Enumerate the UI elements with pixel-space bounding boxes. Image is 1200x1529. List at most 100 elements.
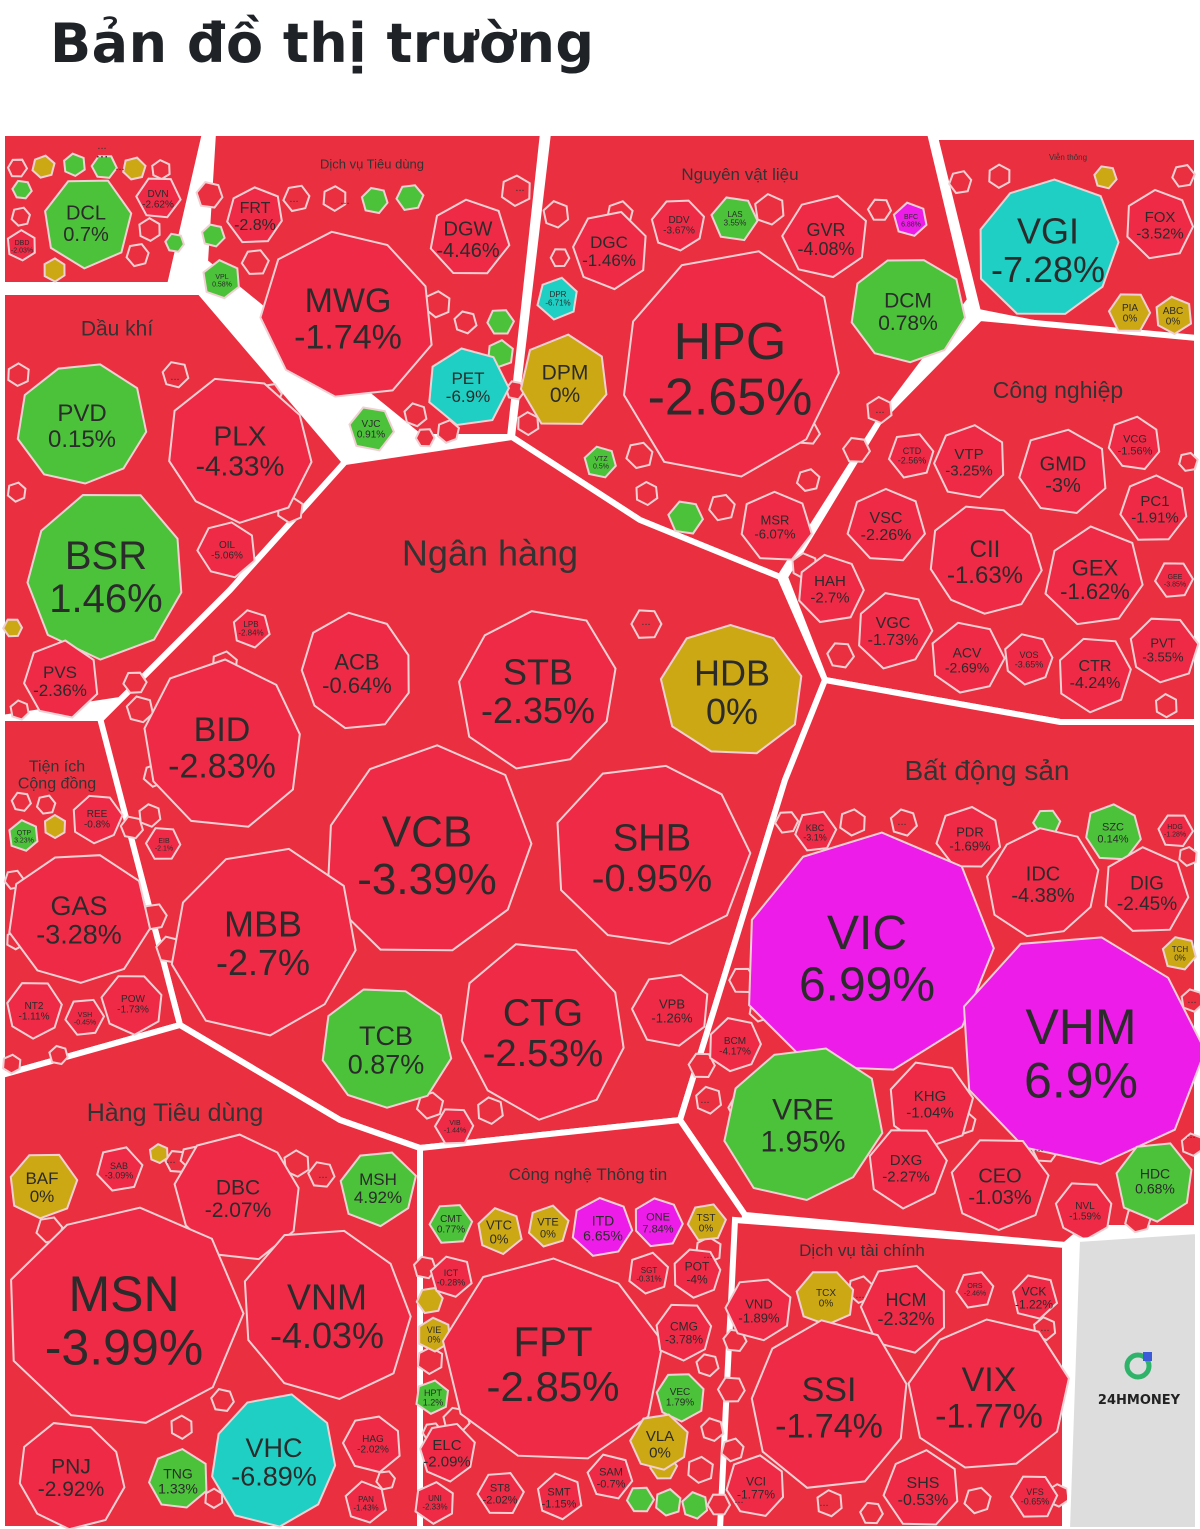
stock-plx-cell[interactable] — [168, 377, 313, 524]
stock-vhc-cell[interactable] — [211, 1393, 337, 1528]
stock-dvn-cell[interactable] — [135, 177, 182, 219]
stock-dgc-cell[interactable] — [572, 210, 647, 291]
stock-hdg-cell[interactable] — [1157, 814, 1195, 848]
stock-hdb-cell[interactable] — [659, 623, 803, 755]
stock-uni-cell[interactable] — [414, 1481, 454, 1525]
stock-bfc-cell[interactable] — [892, 201, 928, 237]
stock-vos-cell[interactable] — [1004, 633, 1054, 686]
stock-msr-cell[interactable] — [740, 490, 813, 561]
stock-itd-cell[interactable] — [571, 1196, 634, 1257]
stock-pnj-cell[interactable] — [18, 1422, 126, 1529]
stock-vla-cell[interactable] — [629, 1413, 689, 1471]
stock-frt-cell[interactable] — [226, 186, 283, 244]
stock-ors-cell[interactable] — [955, 1271, 995, 1309]
stock-vte-cell[interactable] — [527, 1204, 570, 1248]
stock-tcx-cell[interactable] — [795, 1271, 855, 1326]
stock-ree-cell[interactable] — [72, 794, 124, 845]
stock-ctd-cell[interactable] — [887, 433, 935, 479]
stock-gee-cell[interactable] — [1153, 562, 1195, 598]
stock-dxg-cell[interactable] — [868, 1129, 948, 1210]
stock-msh-cell[interactable] — [339, 1151, 418, 1228]
stock-hag-cell[interactable] — [341, 1415, 401, 1474]
stock-dcm-cell[interactable] — [850, 259, 967, 364]
stock-sab-cell[interactable] — [96, 1146, 144, 1192]
stock-vpl-cell[interactable] — [202, 259, 240, 300]
stock-tch-cell[interactable] — [1161, 936, 1197, 971]
stock-vtz-cell[interactable] — [583, 445, 617, 479]
stock-ctg-cell[interactable] — [460, 943, 625, 1121]
stock-fox-cell[interactable] — [1126, 188, 1195, 260]
stock-sam-cell[interactable] — [586, 1453, 634, 1500]
stock-gmd-cell[interactable] — [1018, 428, 1107, 515]
stock-pc1-cell[interactable] — [1119, 474, 1188, 541]
stock-vie-cell[interactable] — [418, 1316, 452, 1353]
stock-gas-cell[interactable] — [8, 854, 152, 984]
stock-gex-cell[interactable] — [1044, 525, 1144, 626]
stock-vnm-cell[interactable] — [243, 1229, 412, 1400]
stock-vfs-cell[interactable] — [1009, 1475, 1059, 1518]
stock-dig-cell[interactable] — [1104, 846, 1190, 932]
stock-smt-cell[interactable] — [536, 1472, 583, 1521]
stock-acv-cell[interactable] — [931, 621, 1006, 694]
stock-hpg-cell[interactable] — [622, 250, 840, 478]
stock-elc-cell[interactable] — [419, 1422, 476, 1483]
stock-vib-cell[interactable] — [433, 1108, 475, 1145]
stock-sgt-cell[interactable] — [628, 1251, 670, 1295]
stock-pia-cell[interactable] — [1107, 293, 1152, 332]
stock-vcb-cell[interactable] — [326, 744, 533, 952]
stock-hdc-cell[interactable] — [1115, 1142, 1193, 1223]
stock-vsc-cell[interactable] — [846, 487, 927, 562]
stock-pow-cell[interactable] — [100, 975, 163, 1036]
stock-vsh-cell[interactable] — [64, 998, 106, 1036]
stock-shs-cell[interactable] — [882, 1449, 959, 1526]
stock-las-cell[interactable] — [710, 196, 759, 242]
stock-idc-cell[interactable] — [986, 827, 1100, 938]
stock-ddv-cell[interactable] — [650, 199, 706, 252]
stock-pet-cell[interactable] — [428, 347, 511, 427]
stock-shb-cell[interactable] — [556, 764, 752, 945]
stock-baf-cell[interactable] — [9, 1153, 79, 1220]
stock-dcl-cell[interactable] — [44, 179, 133, 270]
stock-dbd-cell[interactable] — [6, 229, 36, 262]
stock-vjc-cell[interactable] — [348, 406, 396, 452]
stock-pvs-cell[interactable] — [23, 639, 99, 719]
stock-gvr-cell[interactable] — [781, 194, 867, 279]
stock-bsr-cell[interactable] — [26, 493, 183, 661]
stock-ceo-cell[interactable] — [950, 1139, 1050, 1232]
stock-hah-cell[interactable] — [798, 553, 865, 624]
stock-vci-cell[interactable] — [725, 1454, 785, 1517]
stock-bid-cell[interactable] — [143, 658, 301, 828]
stock-cii-cell[interactable] — [929, 505, 1043, 615]
stock-vre-cell[interactable] — [723, 1047, 884, 1202]
stock-bcm-cell[interactable] — [709, 1017, 763, 1073]
stock-vck-cell[interactable] — [1012, 1274, 1059, 1320]
stock-abc-cell[interactable] — [1155, 295, 1193, 336]
stock-tst-cell[interactable] — [686, 1203, 728, 1242]
stock-vcg-cell[interactable] — [1107, 415, 1161, 471]
stock-vix-cell[interactable] — [907, 1318, 1070, 1469]
stock-ssi-cell[interactable] — [750, 1319, 908, 1489]
stock-fpt-cell[interactable] — [441, 1257, 664, 1460]
stock-pot-cell[interactable] — [673, 1248, 722, 1299]
stock-qtp-cell[interactable] — [8, 819, 39, 852]
stock-one-cell[interactable] — [634, 1197, 684, 1248]
stock-pvd-cell[interactable] — [16, 363, 148, 485]
stock-hpt-cell[interactable] — [415, 1379, 450, 1415]
stock-lpb-cell[interactable] — [232, 609, 271, 649]
stock-pdr-cell[interactable] — [935, 805, 1002, 868]
stock-pvt-cell[interactable] — [1129, 617, 1200, 684]
stock-oil-cell[interactable] — [196, 521, 256, 579]
stock-vgi-cell[interactable] — [979, 178, 1120, 315]
stock-st8-cell[interactable] — [476, 1472, 525, 1515]
stock-cmt-cell[interactable] — [428, 1204, 474, 1244]
stock-nt2-cell[interactable] — [6, 982, 63, 1040]
stock-tcb-cell[interactable] — [321, 988, 453, 1109]
stock-dgw-cell[interactable] — [429, 198, 511, 275]
stock-tng-cell[interactable] — [148, 1447, 208, 1509]
stock-vtp-cell[interactable] — [933, 424, 1005, 499]
stock-pan-cell[interactable] — [344, 1480, 388, 1524]
stock-vnd-cell[interactable] — [724, 1278, 792, 1342]
stock-ict-cell[interactable] — [429, 1255, 473, 1298]
stock-vgc-cell[interactable] — [858, 592, 934, 670]
stock-msn-cell[interactable] — [10, 1206, 245, 1424]
